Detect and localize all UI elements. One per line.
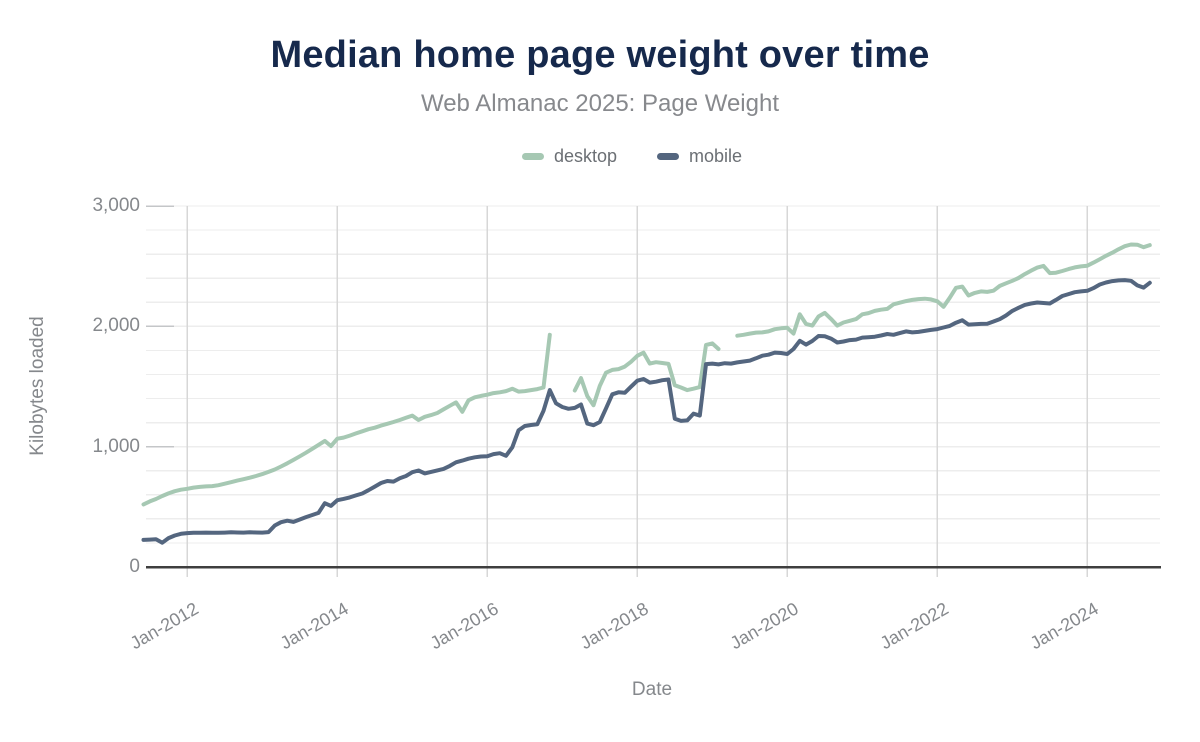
- legend: desktop mobile: [0, 146, 1200, 167]
- x-axis-title: Date: [631, 679, 673, 700]
- y-axis-title: Kilobytes loaded: [27, 316, 48, 456]
- chart-subtitle: Web Almanac 2025: Page Weight: [420, 90, 779, 117]
- legend-label-desktop: desktop: [553, 146, 617, 166]
- y-tick-2000: 2,000: [92, 315, 140, 337]
- mobile-series-swatch-icon: [657, 153, 679, 160]
- y-tick-3000: 3,000: [92, 195, 140, 216]
- desktop-series-swatch-icon: [521, 153, 544, 160]
- y-tick-0: 0: [129, 556, 140, 577]
- y-tick-1000: 1,000: [92, 435, 140, 457]
- legend-item-desktop[interactable]: desktop: [521, 146, 617, 167]
- legend-label-mobile: mobile: [689, 146, 743, 166]
- legend-item-mobile[interactable]: mobile: [657, 146, 742, 167]
- chart-title: Median home page weight over time: [270, 34, 930, 76]
